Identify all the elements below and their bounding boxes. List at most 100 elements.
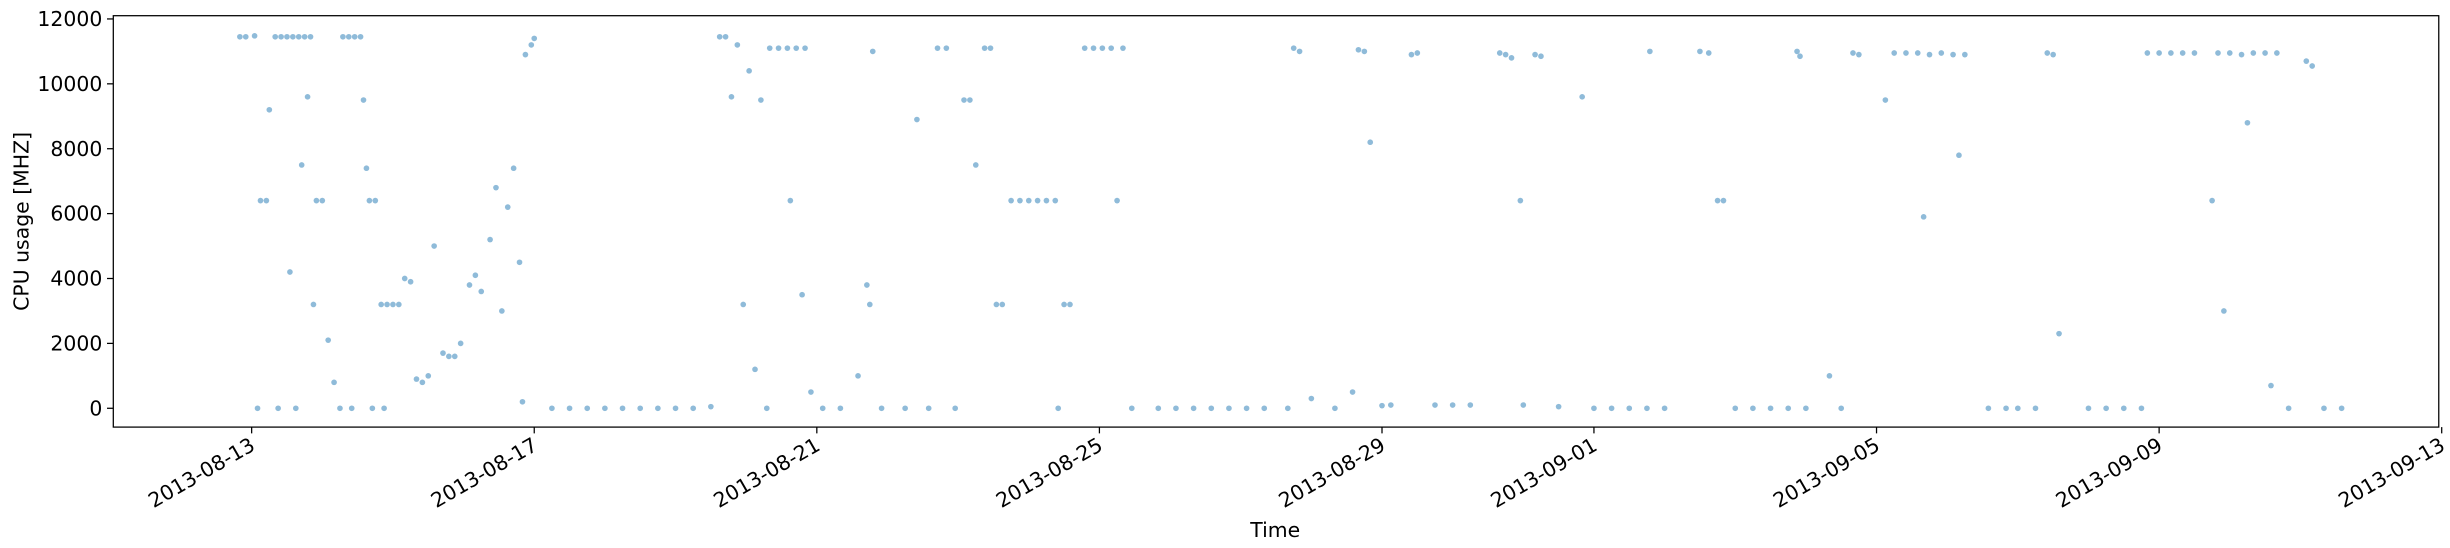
data-point (1647, 48, 1653, 55)
data-point (301, 33, 308, 40)
data-point (1355, 46, 1362, 53)
data-point (451, 353, 458, 360)
data-point (2274, 50, 2280, 56)
data-point (2268, 382, 2274, 389)
data-point (457, 340, 464, 347)
data-point (360, 97, 367, 103)
data-point (878, 405, 885, 412)
data-point (275, 405, 281, 412)
data-point (366, 197, 373, 204)
data-point (493, 184, 499, 191)
data-point (1379, 402, 1385, 409)
data-point (369, 405, 376, 412)
data-point (1332, 405, 1338, 412)
data-point (819, 405, 826, 412)
data-point (1956, 152, 1962, 159)
data-point (298, 162, 305, 168)
data-point (313, 197, 320, 204)
data-point (1361, 48, 1368, 55)
x-tick-label: 2013-09-09 (2052, 433, 2167, 513)
data-point (2050, 51, 2056, 58)
data-point (337, 405, 343, 412)
data-point (1055, 405, 1062, 412)
data-point (419, 379, 426, 386)
data-point (934, 45, 941, 51)
data-point (952, 405, 959, 412)
data-point (1661, 405, 1668, 412)
x-axis-label: Time (1249, 518, 1300, 542)
data-point (2250, 50, 2257, 56)
data-point (925, 405, 932, 412)
data-point (987, 45, 994, 51)
data-point (1856, 51, 1862, 58)
data-point (1903, 50, 1909, 56)
data-point (972, 162, 979, 168)
data-point (319, 197, 326, 204)
data-point (1128, 405, 1135, 412)
y-tick-label: 10000 (37, 72, 102, 96)
data-point (1517, 197, 1524, 204)
y-tick-label: 8000 (50, 137, 102, 161)
data-point (655, 405, 661, 412)
x-tick-label: 2013-09-13 (2334, 433, 2449, 513)
data-point (401, 275, 408, 282)
data-point (384, 301, 390, 308)
data-point (1296, 48, 1303, 55)
data-point (566, 405, 573, 412)
x-tick-label: 2013-09-05 (1769, 433, 1884, 513)
data-point (1034, 197, 1041, 204)
plot-area (237, 32, 2345, 412)
data-point (637, 405, 644, 412)
data-point (1926, 51, 1933, 58)
data-point (1950, 51, 1956, 58)
data-point (2285, 405, 2292, 412)
data-point (943, 45, 950, 51)
y-tick-label: 2000 (50, 331, 102, 355)
data-point (1190, 405, 1197, 412)
data-point (1243, 405, 1250, 412)
data-point (2103, 405, 2109, 412)
data-point (1794, 48, 1800, 55)
data-point (802, 45, 808, 51)
data-point (1467, 402, 1474, 408)
data-point (528, 42, 535, 48)
data-point (2032, 405, 2039, 412)
data-point (292, 405, 299, 412)
data-point (363, 165, 370, 172)
data-point (2238, 51, 2245, 58)
data-point (2338, 405, 2345, 412)
y-axis-label: CPU usage [MHZ] (10, 132, 34, 311)
data-point (1985, 405, 1992, 412)
data-point (855, 373, 861, 379)
data-point (1290, 45, 1297, 51)
axes-frame (112, 15, 2440, 428)
data-point (1284, 405, 1291, 412)
data-point (2168, 50, 2174, 56)
data-point (1555, 403, 1562, 410)
data-point (1520, 402, 1527, 408)
data-point (2085, 405, 2092, 412)
data-point (1108, 45, 1115, 51)
data-point (1508, 55, 1515, 61)
data-point (1803, 405, 1809, 412)
data-point (758, 97, 764, 103)
data-point (775, 45, 782, 51)
data-point (1155, 405, 1162, 412)
data-point (999, 301, 1006, 308)
data-point (746, 68, 752, 74)
data-point (1626, 405, 1633, 412)
data-point (808, 389, 814, 395)
data-point (866, 301, 873, 308)
data-point (722, 33, 729, 40)
data-point (1261, 405, 1268, 412)
data-point (522, 51, 529, 58)
data-point (499, 308, 505, 314)
data-point (734, 42, 741, 48)
data-point (287, 269, 293, 275)
data-point (1173, 405, 1179, 412)
data-point (1697, 48, 1703, 55)
data-point (307, 33, 314, 40)
data-point (1714, 197, 1721, 204)
data-point (2262, 50, 2268, 56)
x-tick-label: 2013-08-25 (992, 433, 1107, 513)
